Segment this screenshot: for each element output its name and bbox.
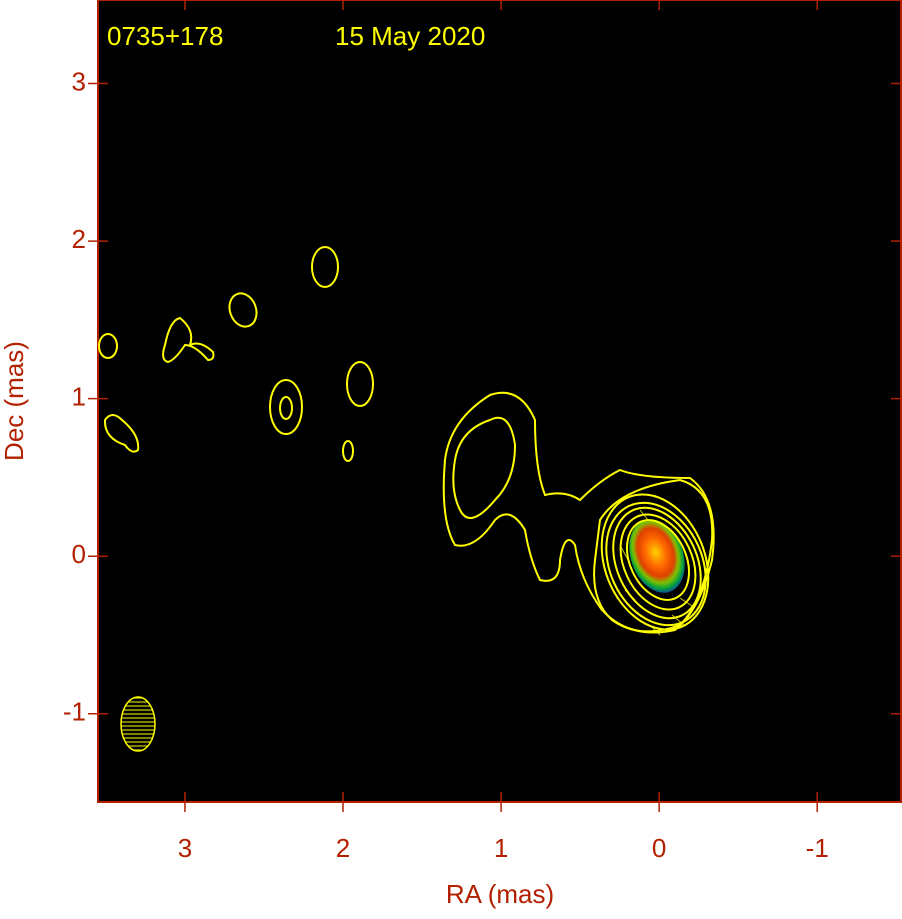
- x-tick-label: 0: [652, 833, 666, 863]
- plot-area: [97, 0, 902, 803]
- x-tick-label: 1: [494, 833, 508, 863]
- x-tick-label: 3: [178, 833, 192, 863]
- date-label: 15 May 2020: [335, 21, 485, 51]
- source-label: 0735+178: [107, 21, 223, 51]
- y-tick-label: 2: [72, 224, 86, 254]
- x-axis-label: RA (mas): [446, 879, 554, 909]
- x-tick-label: 2: [336, 833, 350, 863]
- y-tick-label: 3: [72, 66, 86, 96]
- y-tick-label: 0: [72, 539, 86, 569]
- y-tick-label: -1: [63, 697, 86, 727]
- y-tick-label: 1: [72, 382, 86, 412]
- y-axis-label: Dec (mas): [0, 341, 29, 461]
- x-tick-label: -1: [806, 833, 829, 863]
- contour-map: [98, 246, 715, 752]
